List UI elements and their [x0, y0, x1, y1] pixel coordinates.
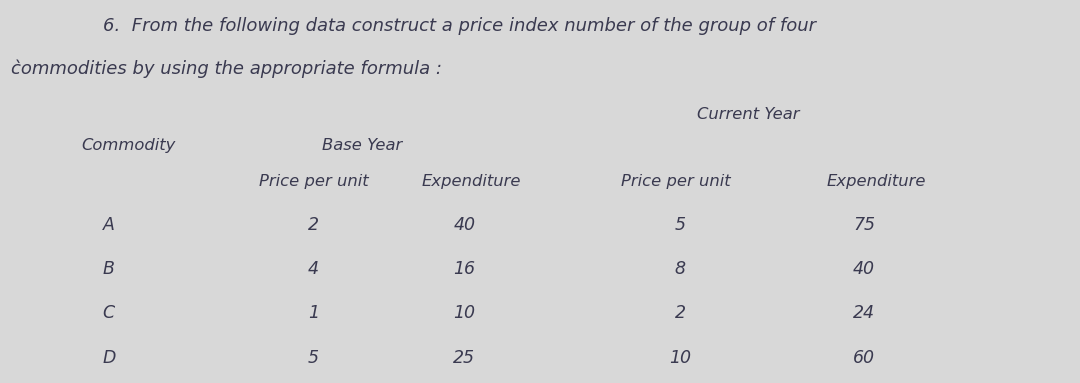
- Text: C: C: [103, 304, 114, 322]
- Text: Expenditure: Expenditure: [826, 174, 926, 189]
- Text: 75: 75: [853, 216, 875, 234]
- Text: 40: 40: [454, 216, 475, 234]
- Text: 8: 8: [675, 260, 686, 278]
- Text: 25: 25: [454, 349, 475, 367]
- Text: Price per unit: Price per unit: [259, 174, 369, 189]
- Text: 60: 60: [853, 349, 875, 367]
- Text: Current Year: Current Year: [697, 107, 799, 122]
- Text: A: A: [103, 216, 114, 234]
- Text: Expenditure: Expenditure: [421, 174, 521, 189]
- Text: D: D: [103, 349, 116, 367]
- Text: B: B: [103, 260, 114, 278]
- Text: 10: 10: [454, 304, 475, 322]
- Text: 16: 16: [454, 260, 475, 278]
- Text: 5: 5: [675, 216, 686, 234]
- Text: 2: 2: [675, 304, 686, 322]
- Text: 1: 1: [308, 304, 319, 322]
- Text: Base Year: Base Year: [322, 138, 402, 153]
- Text: 40: 40: [853, 260, 875, 278]
- Text: 4: 4: [308, 260, 319, 278]
- Text: 5: 5: [308, 349, 319, 367]
- Text: 2: 2: [308, 216, 319, 234]
- Text: 6.  From the following data construct a price index number of the group of four: 6. From the following data construct a p…: [103, 17, 815, 35]
- Text: 24: 24: [853, 304, 875, 322]
- Text: c̀ommodities by using the appropriate formula :: c̀ommodities by using the appropriate fo…: [11, 59, 442, 78]
- Text: 10: 10: [670, 349, 691, 367]
- Text: Commodity: Commodity: [81, 138, 175, 153]
- Text: Price per unit: Price per unit: [621, 174, 731, 189]
